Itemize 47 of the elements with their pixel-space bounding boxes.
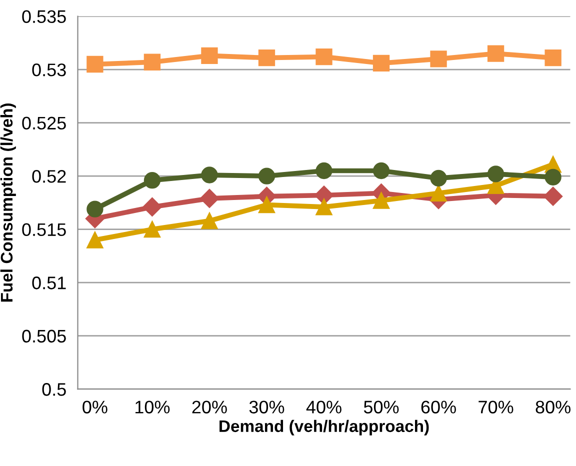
point (316, 162, 332, 180)
x-tick-label: 40% (306, 400, 342, 414)
point (201, 166, 218, 184)
y-tick-label: 0.53 (32, 64, 66, 76)
x-axis-title: Demand (veh/hr/approach) (220, 420, 429, 436)
y-axis-title: Fuel Consumption (l/veh) (0, 104, 16, 302)
y-tick-label: 0.515 (22, 223, 66, 236)
x-tick-label: 80% (536, 400, 570, 414)
point (201, 212, 218, 230)
point (430, 50, 447, 68)
y-tick-label: 0.525 (22, 116, 66, 130)
point (372, 192, 390, 209)
point (372, 162, 390, 180)
x-tick-label: 20% (192, 400, 227, 414)
point (142, 197, 162, 217)
point (144, 54, 161, 70)
x-tick-label: 70% (478, 400, 514, 414)
point (144, 221, 161, 238)
point (144, 172, 161, 189)
x-tick-label: 10% (136, 400, 170, 414)
point (487, 166, 504, 182)
y-tick-label: 0.535 (22, 10, 66, 24)
point (258, 168, 276, 184)
point (200, 188, 220, 208)
point (86, 56, 104, 73)
x-tick-label: 30% (249, 400, 284, 414)
point (430, 184, 447, 202)
point (316, 48, 332, 66)
point (86, 232, 104, 248)
y-tick-label: 0.52 (32, 170, 66, 183)
point (258, 196, 276, 214)
point (372, 54, 390, 72)
point (258, 50, 276, 66)
point (86, 200, 104, 218)
x-tick-label: 60% (421, 400, 456, 414)
point (544, 186, 563, 206)
y-tick-label: 0.5 (42, 383, 66, 396)
x-tick-label: 50% (364, 400, 399, 414)
point (430, 170, 447, 187)
x-tick-label: 0% (82, 400, 108, 414)
point (316, 198, 332, 216)
point (544, 50, 562, 66)
point (544, 168, 562, 186)
point (487, 45, 504, 62)
point (201, 47, 218, 64)
y-tick-label: 0.51 (32, 276, 66, 290)
y-tick-label: 0.505 (22, 330, 66, 343)
